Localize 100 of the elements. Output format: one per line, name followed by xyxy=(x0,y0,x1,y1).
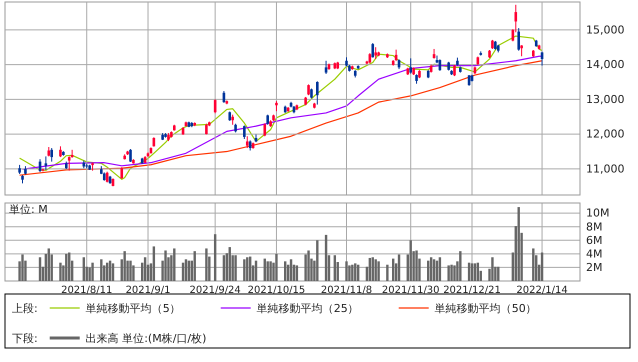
bar xyxy=(410,240,412,281)
candlestick xyxy=(374,46,377,60)
bar xyxy=(243,259,246,281)
y-tick-label: 4M xyxy=(586,247,602,260)
y-axis-title: 単位: M xyxy=(9,203,48,216)
candlestick xyxy=(409,58,412,74)
bar xyxy=(307,250,310,281)
line-series xyxy=(18,35,543,180)
candlestick xyxy=(228,111,232,122)
bar xyxy=(447,265,450,281)
x-tick-label: 2022/1/14 xyxy=(516,285,568,296)
bar xyxy=(374,259,377,281)
candlestick xyxy=(520,44,523,57)
bar xyxy=(214,234,216,281)
candlestick xyxy=(540,51,544,66)
legend-label: 単純移動平均（5） xyxy=(86,302,181,315)
bar xyxy=(228,247,231,281)
y-tick-label: 8M xyxy=(586,220,602,234)
y-tick-label: 2M xyxy=(586,260,602,274)
bar xyxy=(68,252,70,281)
bar xyxy=(354,263,356,281)
candlestick xyxy=(50,148,53,162)
candlestick xyxy=(394,49,398,62)
bar xyxy=(377,261,380,281)
candlestick xyxy=(129,148,132,162)
bar xyxy=(246,257,248,281)
x-tick-label: 2021/11/30 xyxy=(382,285,440,296)
bar xyxy=(205,248,208,281)
bar xyxy=(65,254,68,281)
bar xyxy=(476,262,480,281)
candlestick xyxy=(243,124,246,140)
bar xyxy=(518,207,520,281)
bar xyxy=(392,258,394,281)
candlestick xyxy=(415,74,418,84)
candlestick xyxy=(275,100,278,112)
candlestick xyxy=(263,122,266,137)
bar xyxy=(324,234,328,281)
bar xyxy=(106,262,108,281)
bar xyxy=(284,261,286,281)
bar xyxy=(123,251,126,281)
candlestick xyxy=(368,52,372,64)
legend-label: 出来高 単位:(M株/口/枚) xyxy=(86,332,206,345)
bar xyxy=(100,259,103,281)
candlestick xyxy=(266,114,269,126)
bar xyxy=(351,264,354,281)
candlestick xyxy=(491,39,494,50)
candlestick xyxy=(316,80,319,106)
candlestick xyxy=(371,42,374,58)
candlestick xyxy=(517,28,520,52)
candlestick xyxy=(59,146,62,158)
legend-label: 単純移動平均（25） xyxy=(256,302,359,315)
candlestick xyxy=(432,48,436,60)
bar xyxy=(275,254,278,281)
bar xyxy=(540,252,544,281)
candlestick xyxy=(18,164,21,174)
bar xyxy=(432,259,436,281)
candlestick xyxy=(310,88,313,99)
x-tick-label: 2021/9/24 xyxy=(190,285,241,296)
candlestick xyxy=(205,123,208,135)
bar xyxy=(334,255,336,281)
y-tick-label: 15,000 xyxy=(586,23,624,36)
y-tick-label: 6M xyxy=(586,234,602,247)
bar xyxy=(91,262,94,281)
bar xyxy=(173,248,176,281)
candlestick xyxy=(453,64,456,77)
candlestick xyxy=(324,60,328,74)
candlestick xyxy=(438,58,442,72)
x-tick-label: 2021/9/1 xyxy=(126,285,170,296)
bar xyxy=(386,264,389,281)
bar xyxy=(438,257,442,281)
y-tick-label: 14,000 xyxy=(586,58,624,72)
bar xyxy=(108,260,112,281)
bar xyxy=(450,264,453,281)
bar xyxy=(468,262,470,281)
bar xyxy=(248,256,252,281)
x-tick-label: 2021/11/8 xyxy=(320,285,372,296)
bar xyxy=(304,254,307,281)
candlestick xyxy=(246,136,249,149)
bar xyxy=(269,261,272,281)
bar xyxy=(368,258,372,281)
bar xyxy=(82,257,86,281)
legend-label: 単純移動平均（50） xyxy=(434,302,537,315)
bar xyxy=(348,265,351,281)
bar xyxy=(48,248,50,281)
bar xyxy=(296,265,298,281)
candlestick xyxy=(214,98,216,114)
bar xyxy=(234,255,237,281)
bar xyxy=(430,257,432,281)
candlestick xyxy=(38,158,42,173)
candlestick xyxy=(468,74,470,86)
candlestick xyxy=(248,140,252,151)
x-tick-label: 2021/10/15 xyxy=(248,285,306,296)
bar xyxy=(264,258,266,281)
bar xyxy=(427,260,430,281)
bar xyxy=(532,248,534,281)
candlestick xyxy=(222,90,226,104)
bar xyxy=(188,260,190,281)
y-tick-label: 11,000 xyxy=(586,162,624,176)
candlestick xyxy=(44,156,48,170)
bar xyxy=(372,257,374,281)
